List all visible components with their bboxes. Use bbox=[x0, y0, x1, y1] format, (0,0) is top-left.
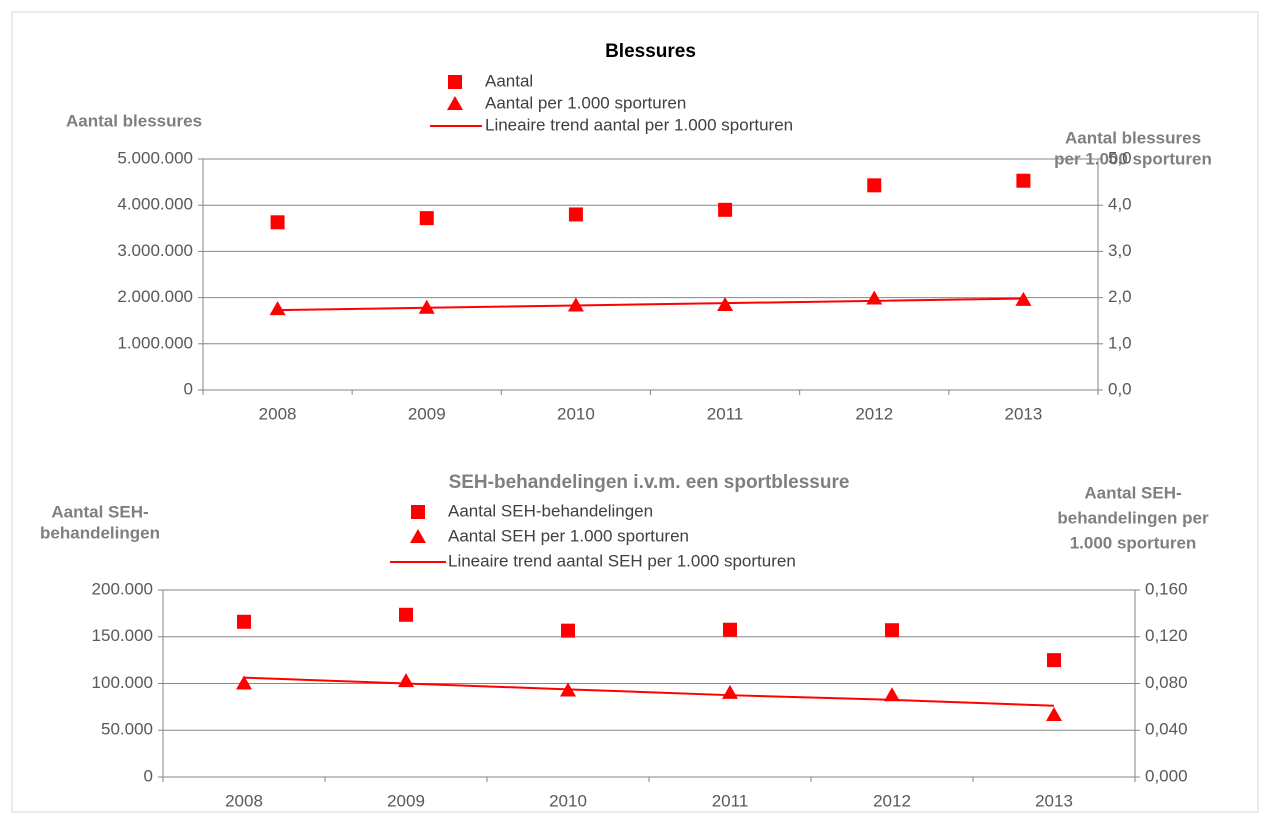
square-marker bbox=[419, 211, 434, 226]
y2-tick-label: 4,0 bbox=[1108, 195, 1132, 214]
y2-axis-label: behandelingen per bbox=[1057, 508, 1209, 527]
legend-label: Aantal bbox=[485, 71, 533, 90]
y-axis-label: behandelingen bbox=[40, 523, 160, 542]
x-tick-label: 2013 bbox=[1005, 404, 1043, 423]
square-marker bbox=[568, 207, 583, 222]
square-marker bbox=[1016, 173, 1031, 188]
legend-label: Aantal SEH-behandelingen bbox=[448, 501, 653, 520]
y-tick-label: 150.000 bbox=[92, 626, 153, 645]
triangle-marker bbox=[236, 675, 252, 690]
y2-tick-label: 5,0 bbox=[1108, 148, 1132, 167]
y-tick-label: 0 bbox=[144, 766, 153, 785]
y-tick-label: 2.000.000 bbox=[117, 287, 193, 306]
y2-tick-label: 0,000 bbox=[1145, 766, 1188, 785]
y-tick-label: 0 bbox=[184, 379, 193, 398]
y-axis-label: Aantal blessures bbox=[66, 111, 202, 130]
square-marker bbox=[1047, 653, 1061, 668]
y2-tick-label: 1,0 bbox=[1108, 333, 1132, 352]
y2-tick-label: 0,0 bbox=[1108, 379, 1132, 398]
x-tick-label: 2011 bbox=[712, 791, 749, 810]
y-tick-label: 1.000.000 bbox=[117, 333, 193, 352]
y-tick-label: 3.000.000 bbox=[117, 241, 193, 260]
square-marker bbox=[718, 202, 733, 217]
x-tick-label: 2009 bbox=[387, 791, 425, 810]
x-tick-label: 2008 bbox=[225, 791, 263, 810]
x-tick-label: 2012 bbox=[855, 404, 893, 423]
triangle-marker bbox=[269, 301, 286, 316]
x-tick-label: 2012 bbox=[873, 791, 911, 810]
square-marker bbox=[237, 614, 251, 629]
square-marker bbox=[270, 215, 285, 230]
x-tick-label: 2010 bbox=[549, 791, 587, 810]
legend-marker bbox=[448, 75, 462, 89]
y-tick-label: 5.000.000 bbox=[117, 148, 193, 167]
legend-label: Lineaire trend aantal SEH per 1.000 spor… bbox=[448, 551, 796, 570]
x-tick-label: 2008 bbox=[259, 404, 297, 423]
x-tick-label: 2011 bbox=[707, 404, 744, 423]
y-axis-label: Aantal SEH- bbox=[51, 502, 148, 521]
y2-axis-label: per 1.000 sporturen bbox=[1054, 149, 1212, 168]
x-tick-label: 2010 bbox=[557, 404, 595, 423]
y2-axis-label: 1.000 sporturen bbox=[1070, 533, 1197, 552]
y2-tick-label: 0,120 bbox=[1145, 626, 1188, 645]
legend-marker bbox=[411, 505, 425, 519]
trend-line bbox=[243, 676, 1055, 707]
y2-tick-label: 0,160 bbox=[1145, 579, 1188, 598]
legend-marker bbox=[447, 96, 463, 110]
legend-label: Aantal per 1.000 sporturen bbox=[485, 93, 686, 112]
y2-tick-label: 0,080 bbox=[1145, 673, 1188, 692]
triangle-marker bbox=[1046, 707, 1062, 722]
frame bbox=[11, 11, 1259, 813]
square-marker bbox=[885, 623, 899, 638]
chart-title: SEH-behandelingen i.v.m. een sportblessu… bbox=[449, 472, 850, 493]
y2-axis-label: Aantal blessures bbox=[1065, 128, 1201, 147]
y-tick-label: 4.000.000 bbox=[117, 195, 193, 214]
y2-tick-label: 2,0 bbox=[1108, 287, 1132, 306]
trend-line bbox=[277, 297, 1024, 312]
triangle-marker bbox=[884, 687, 900, 702]
y2-tick-label: 0,040 bbox=[1145, 720, 1188, 739]
legend-label: Lineaire trend aantal per 1.000 sporture… bbox=[485, 115, 793, 134]
y-tick-label: 200.000 bbox=[92, 579, 153, 598]
y-tick-label: 50.000 bbox=[101, 720, 153, 739]
y-tick-label: 100.000 bbox=[92, 673, 153, 692]
square-marker bbox=[561, 623, 575, 638]
x-tick-label: 2013 bbox=[1035, 791, 1073, 810]
y2-tick-label: 3,0 bbox=[1108, 241, 1132, 260]
chart-title: Blessures bbox=[605, 41, 696, 62]
square-marker bbox=[723, 622, 737, 637]
legend-marker bbox=[410, 529, 426, 543]
x-tick-label: 2009 bbox=[408, 404, 446, 423]
legend-label: Aantal SEH per 1.000 sporturen bbox=[448, 526, 689, 545]
square-marker bbox=[399, 607, 413, 622]
y2-axis-label: Aantal SEH- bbox=[1084, 483, 1181, 502]
square-marker bbox=[867, 178, 882, 193]
